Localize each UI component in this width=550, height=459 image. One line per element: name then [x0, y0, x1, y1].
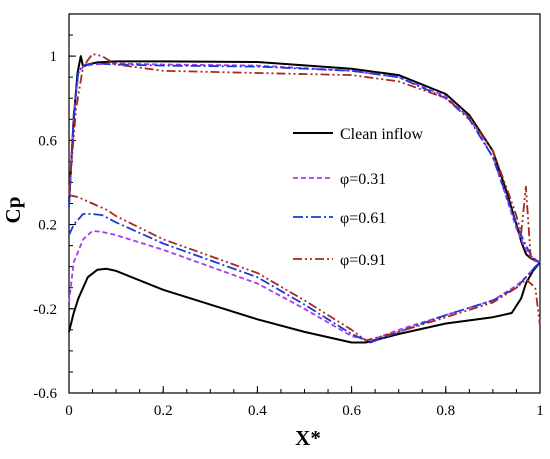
series-line-lower — [68, 194, 541, 342]
y-tick-label: -0.6 — [33, 386, 57, 402]
x-tick-label: 0.2 — [154, 403, 173, 419]
legend-label: Clean inflow — [340, 126, 424, 143]
series-line-upper — [68, 62, 541, 264]
x-tick-label: 0 — [65, 403, 73, 419]
series-line-lower — [68, 261, 541, 344]
series-lines — [68, 53, 541, 344]
x-tick-label: 0.6 — [342, 403, 361, 419]
y-tick-label: 0.2 — [38, 218, 57, 234]
series-line-lower — [68, 229, 541, 342]
x-tick-label: 1 — [536, 403, 544, 419]
legend-label: φ=0.61 — [340, 210, 386, 227]
legend-label: φ=0.31 — [340, 171, 386, 188]
x-tick-label: 0.4 — [248, 403, 267, 419]
y-axis-title: Cp — [1, 197, 25, 224]
axis-ticks: 0 0.2 0.4 0.6 0.8 1 1 0.6 0.2 -0.2 -0.6 — [33, 13, 544, 419]
series-line-lower — [68, 213, 541, 344]
series-line-upper — [68, 53, 541, 264]
x-axis-title: X* — [295, 426, 321, 450]
y-tick-label: -0.2 — [33, 302, 57, 318]
series-line-upper — [68, 55, 541, 264]
legend: Clean inflow φ=0.31 φ=0.61 φ=0.91 — [293, 126, 424, 269]
x-tick-label: 0.8 — [436, 403, 455, 419]
y-tick-label: 0.6 — [38, 133, 57, 149]
plot-frame — [68, 13, 541, 394]
y-tick-label: 1 — [50, 49, 58, 65]
legend-label: φ=0.91 — [340, 252, 386, 269]
